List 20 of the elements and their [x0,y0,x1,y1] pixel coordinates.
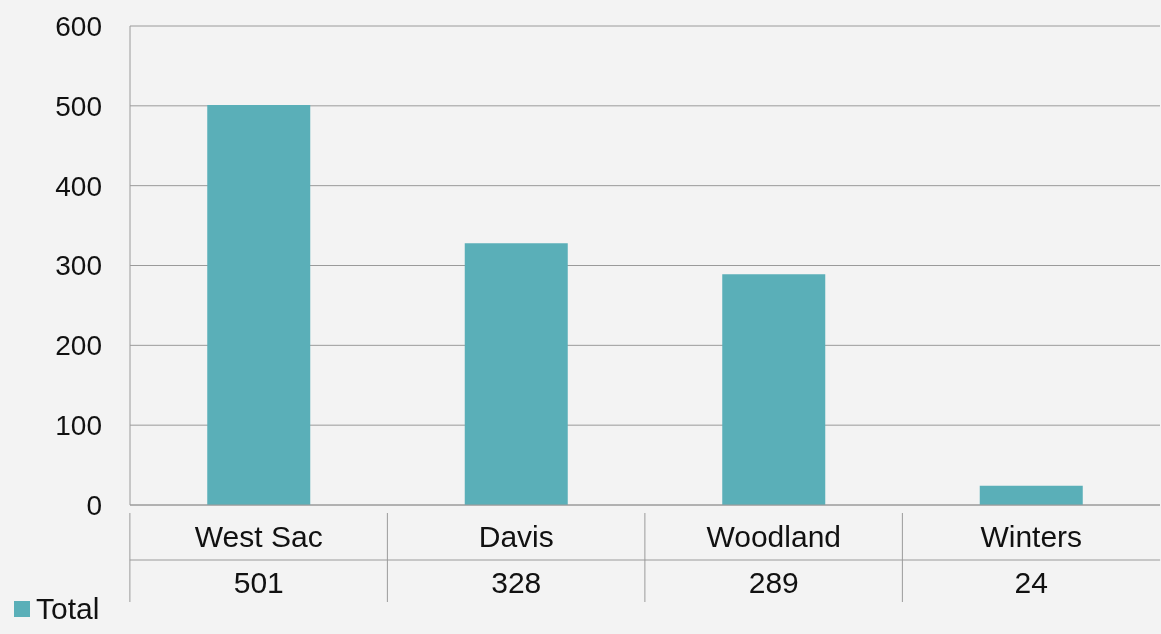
x-tick-label: Davis [478,520,554,553]
y-tick-label: 400 [55,170,102,202]
y-tick-label: 600 [55,10,102,42]
bar [464,243,568,505]
y-tick-label: 300 [55,250,102,282]
x-tick-label: Woodland [706,520,842,553]
y-tick-label: 200 [55,330,102,362]
y-tick-label: 0 [86,489,102,521]
y-tick-label: 100 [55,410,102,442]
bar [722,274,826,505]
bar [979,485,1083,505]
data-label: 24 [1014,566,1048,599]
x-tick-label: West Sac [194,520,323,553]
legend-label: Total [35,592,100,626]
y-tick-label: 500 [55,90,102,122]
data-label: 328 [491,566,542,599]
bar [207,105,311,505]
x-tick-label: Winters [980,520,1083,553]
data-label: 289 [748,566,799,599]
data-label: 501 [233,566,284,599]
